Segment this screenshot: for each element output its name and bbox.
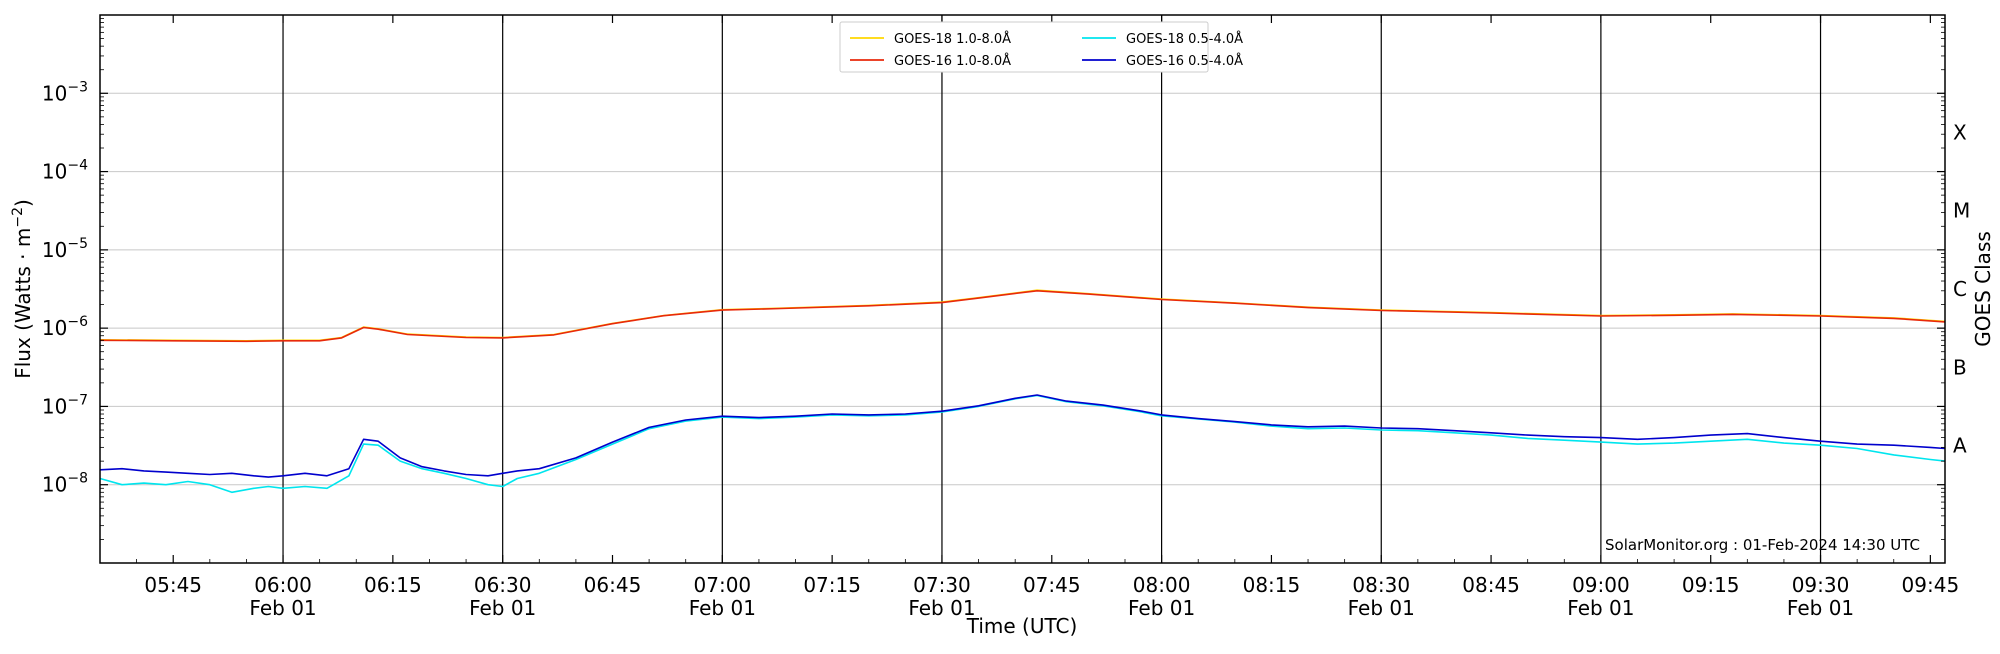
x-axis-label: Time (UTC) <box>966 614 1078 638</box>
plot-frame <box>99 14 1946 564</box>
y-axis-label: Flux (Watts · m−2) <box>10 199 35 379</box>
x-tick-label: 09:15 <box>1682 573 1740 597</box>
credit-annotation: SolarMonitor.org : 01-Feb-2024 14:30 UTC <box>1605 536 1920 554</box>
x-tick-date-label: Feb 01 <box>908 596 975 620</box>
x-tick-date-label: Feb 01 <box>1128 596 1195 620</box>
x-tick-label: 08:15 <box>1243 573 1301 597</box>
x-tick-date-label: Feb 01 <box>1787 596 1854 620</box>
vertical-lines-layer <box>282 15 1822 563</box>
x-tick-label: 07:00 <box>694 573 752 597</box>
y-tick-label: 10−7 <box>42 392 88 418</box>
x-tick-date-label: Feb 01 <box>689 596 756 620</box>
goes-class-label: M <box>1953 199 1970 223</box>
x-tick-label: 06:30 <box>474 573 532 597</box>
y-ticks-layer: 10−8 10−7 10−6 10−5 10−4 10−3 <box>42 18 1945 540</box>
x-tick-label: 09:45 <box>1902 573 1960 597</box>
legend: GOES-18 1.0-8.0Å GOES-16 1.0-8.0Å GOES-18 … <box>839 21 1243 73</box>
legend-label: GOES-16 1.0-8.0Å <box>894 53 1011 69</box>
legend-label: GOES-16 0.5-4.0Å <box>1126 53 1243 69</box>
x-tick-label: 09:30 <box>1792 573 1850 597</box>
x-tick-label: 06:00 <box>254 573 312 597</box>
x-tick-label: 06:45 <box>584 573 642 597</box>
y-tick-label: 10−4 <box>42 158 88 184</box>
x-tick-label: 06:15 <box>364 573 422 597</box>
goes-class-axis-label: GOES Class <box>1971 231 1995 347</box>
x-tick-label: 05:45 <box>144 573 202 597</box>
y-tick-label: 10−6 <box>42 314 88 340</box>
goes-class-label: X <box>1953 120 1967 144</box>
x-tick-label: 07:15 <box>803 573 861 597</box>
x-tick-label: 08:45 <box>1462 573 1520 597</box>
y-tick-label: 10−3 <box>42 79 88 105</box>
x-tick-date-label: Feb 01 <box>249 596 316 620</box>
x-tick-label: 08:00 <box>1133 573 1191 597</box>
x-tick-label: 07:30 <box>913 573 971 597</box>
legend-label: GOES-18 0.5-4.0Å <box>1126 31 1243 47</box>
x-tick-date-label: Feb 01 <box>1567 596 1634 620</box>
x-tick-label: 08:30 <box>1352 573 1410 597</box>
x-tick-date-label: Feb 01 <box>1348 596 1415 620</box>
goes-class-label: B <box>1953 355 1967 379</box>
grid-layer <box>100 92 1945 486</box>
y-tick-label: 10−5 <box>42 236 88 262</box>
x-tick-label: 09:00 <box>1572 573 1630 597</box>
y-tick-label: 10−8 <box>42 471 88 497</box>
legend-label: GOES-18 1.0-8.0Å <box>894 31 1011 47</box>
goes-class-label: A <box>1953 434 1967 458</box>
x-tick-date-label: Feb 01 <box>469 596 536 620</box>
series-line <box>99 394 1946 478</box>
series-line <box>99 289 1946 343</box>
series-layer <box>99 289 1946 494</box>
series-line <box>99 394 1946 494</box>
goes-class-label: C <box>1953 277 1967 301</box>
goes-class-layer: A B C M X <box>1953 120 1970 457</box>
x-tick-label: 07:45 <box>1023 573 1081 597</box>
